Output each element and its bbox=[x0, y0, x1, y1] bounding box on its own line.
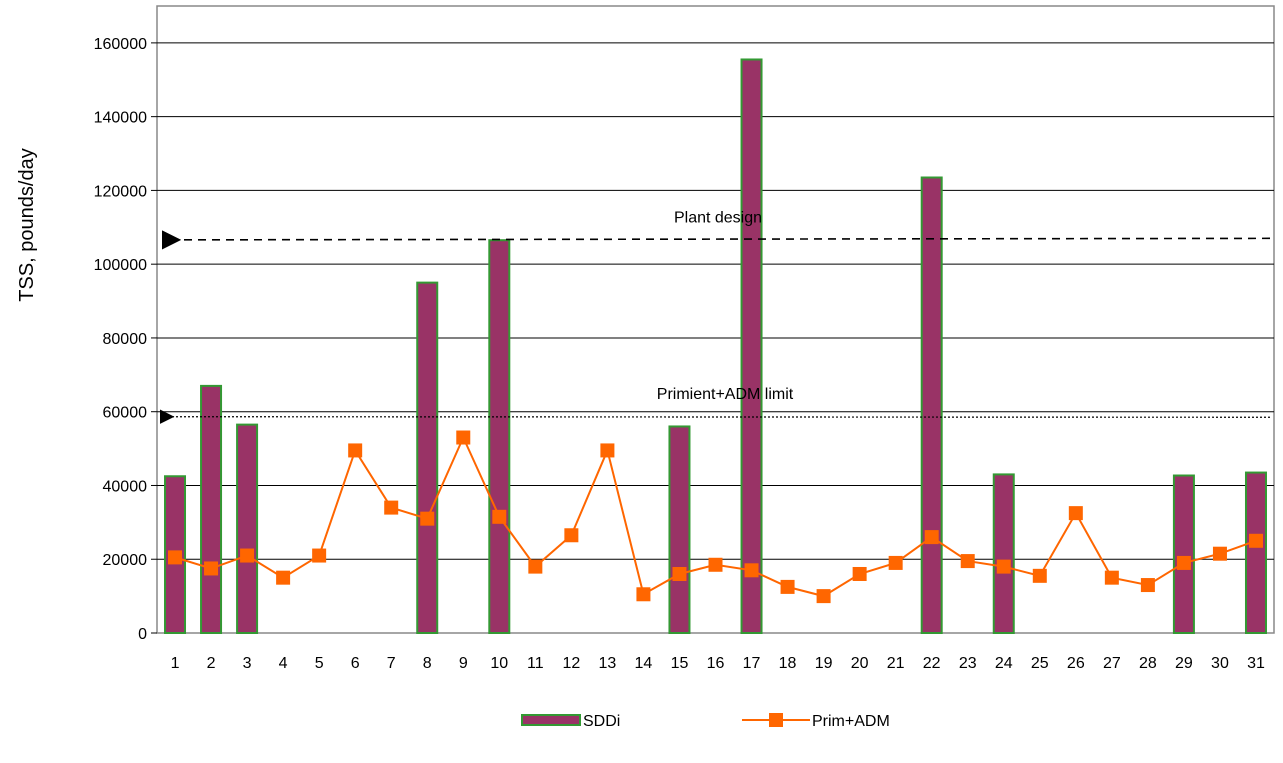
y-axis-ticks: 0 20000 40000 60000 80000 100000 120000 140000 1… bbox=[94, 36, 157, 643]
bar-sddi-2 bbox=[200, 384, 223, 635]
plant-design-line bbox=[161, 230, 1271, 250]
x-tick-label: 5 bbox=[315, 655, 324, 672]
point-prim-adm-30 bbox=[1212, 546, 1227, 561]
point-prim-adm-7 bbox=[384, 500, 399, 515]
bar-sddi-8 bbox=[416, 281, 439, 634]
x-axis-ticks: 1 2 3 4 5 6 7 8 9 10 11 12 13 14 15 16 17 18 19 20 21 22 23 24 2… bbox=[171, 655, 1265, 672]
point-prim-adm-6 bbox=[348, 443, 363, 458]
x-tick-label: 25 bbox=[1031, 655, 1049, 672]
x-tick-label: 13 bbox=[599, 655, 617, 672]
point-prim-adm-24 bbox=[996, 559, 1011, 574]
x-tick-label: 21 bbox=[887, 655, 905, 672]
point-prim-adm-20 bbox=[852, 566, 867, 581]
point-prim-adm-26 bbox=[1068, 506, 1083, 521]
bar-sddi-29 bbox=[1172, 474, 1195, 634]
x-tick-label: 31 bbox=[1247, 655, 1265, 672]
x-tick-label: 7 bbox=[387, 655, 396, 672]
x-tick-label: 24 bbox=[995, 655, 1013, 672]
point-prim-adm-10 bbox=[492, 509, 507, 524]
point-prim-adm-16 bbox=[708, 557, 723, 572]
legend-sddi-label: SDDi bbox=[583, 713, 620, 730]
point-prim-adm-29 bbox=[1176, 555, 1191, 570]
x-tick-label: 17 bbox=[743, 655, 761, 672]
x-tick-label: 22 bbox=[923, 655, 941, 672]
x-tick-label: 15 bbox=[671, 655, 689, 672]
bar-sddi-22 bbox=[920, 176, 943, 635]
bar-sddi-24 bbox=[992, 473, 1015, 634]
y-tick-label: 60000 bbox=[103, 405, 148, 422]
point-prim-adm-3 bbox=[240, 548, 255, 563]
legend-prim-adm-label: Prim+ADM bbox=[812, 713, 890, 730]
point-prim-adm-17 bbox=[744, 563, 759, 578]
legend-prim-adm-marker bbox=[769, 713, 783, 727]
point-prim-adm-14 bbox=[636, 587, 651, 602]
plant-design-label: Plant design bbox=[674, 209, 762, 226]
legend: SDDi Prim+ADM bbox=[521, 713, 890, 730]
point-prim-adm-31 bbox=[1248, 533, 1263, 548]
point-prim-adm-8 bbox=[420, 511, 435, 526]
point-prim-adm-21 bbox=[888, 555, 903, 570]
point-prim-adm-12 bbox=[564, 528, 579, 543]
x-tick-label: 23 bbox=[959, 655, 977, 672]
line-series bbox=[168, 430, 1263, 604]
y-tick-label: 140000 bbox=[94, 110, 147, 127]
x-tick-label: 8 bbox=[423, 655, 432, 672]
x-tick-label: 19 bbox=[815, 655, 833, 672]
y-tick-label: 0 bbox=[138, 626, 147, 643]
reference-lines: Plant design Primient+ADM limit bbox=[159, 209, 1271, 424]
primient-adm-limit-line bbox=[159, 409, 1271, 424]
bar-sddi-17 bbox=[740, 58, 763, 634]
point-prim-adm-2 bbox=[204, 561, 219, 576]
x-tick-label: 9 bbox=[459, 655, 468, 672]
x-tick-label: 11 bbox=[527, 655, 544, 672]
point-prim-adm-4 bbox=[276, 570, 291, 585]
y-tick-label: 120000 bbox=[94, 183, 147, 200]
bar-sddi-15 bbox=[668, 425, 691, 635]
bar-sddi-3 bbox=[236, 423, 259, 635]
x-tick-label: 28 bbox=[1139, 655, 1157, 672]
x-tick-label: 26 bbox=[1067, 655, 1085, 672]
x-tick-label: 6 bbox=[351, 655, 360, 672]
y-tick-label: 100000 bbox=[94, 257, 147, 274]
x-tick-label: 16 bbox=[707, 655, 725, 672]
point-prim-adm-25 bbox=[1032, 568, 1047, 583]
y-tick-label: 80000 bbox=[103, 331, 148, 348]
point-prim-adm-11 bbox=[528, 559, 543, 574]
x-tick-label: 1 bbox=[171, 655, 180, 672]
primient-adm-limit-label: Primient+ADM limit bbox=[657, 386, 794, 403]
x-tick-label: 18 bbox=[779, 655, 797, 672]
y-tick-label: 40000 bbox=[103, 478, 148, 495]
x-tick-label: 27 bbox=[1103, 655, 1121, 672]
point-prim-adm-9 bbox=[456, 430, 471, 445]
point-prim-adm-1 bbox=[168, 550, 183, 565]
x-tick-label: 2 bbox=[207, 655, 216, 672]
y-tick-label: 160000 bbox=[94, 36, 147, 53]
point-prim-adm-5 bbox=[312, 548, 327, 563]
point-prim-adm-18 bbox=[780, 579, 795, 594]
x-tick-label: 10 bbox=[490, 655, 508, 672]
bar-sddi-10 bbox=[488, 239, 511, 634]
x-tick-label: 30 bbox=[1211, 655, 1229, 672]
point-prim-adm-28 bbox=[1140, 578, 1155, 593]
legend-sddi-swatch bbox=[521, 714, 581, 726]
y-tick-label: 20000 bbox=[103, 552, 148, 569]
y-axis-title: TSS, pounds/day bbox=[16, 148, 38, 301]
point-prim-adm-23 bbox=[960, 554, 975, 569]
x-tick-label: 29 bbox=[1175, 655, 1193, 672]
point-prim-adm-22 bbox=[924, 530, 939, 545]
x-tick-label: 4 bbox=[279, 655, 288, 672]
x-tick-label: 20 bbox=[851, 655, 869, 672]
plot-area bbox=[156, 5, 1275, 634]
x-tick-label: 3 bbox=[243, 655, 252, 672]
x-tick-label: 12 bbox=[562, 655, 580, 672]
point-prim-adm-27 bbox=[1104, 570, 1119, 585]
point-prim-adm-15 bbox=[672, 566, 687, 581]
point-prim-adm-13 bbox=[600, 443, 615, 458]
x-tick-label: 14 bbox=[635, 655, 653, 672]
point-prim-adm-19 bbox=[816, 589, 831, 604]
bar-sddi-31 bbox=[1244, 471, 1267, 634]
